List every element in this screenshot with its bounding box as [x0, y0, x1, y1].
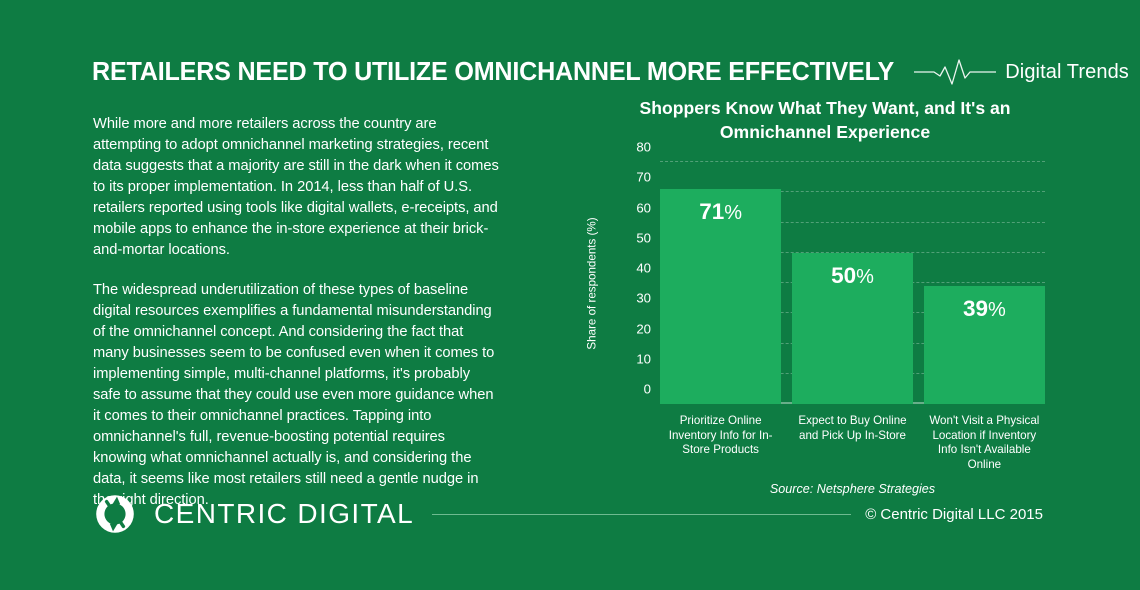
gridline	[660, 251, 1045, 253]
copyright: © Centric Digital LLC 2015	[865, 505, 1043, 523]
bar-slot: 50%	[791, 162, 914, 404]
bar: 71%	[660, 189, 782, 404]
y-axis-tick-label: 30	[636, 290, 651, 306]
bar-value-label: 50%	[831, 262, 874, 288]
y-axis-tick-label: 20	[636, 321, 651, 336]
paragraph: The widespread underutilization of these…	[93, 282, 495, 508]
page-title: Retailers Need to Utilize Omnichannel Mo…	[92, 57, 895, 86]
header: Retailers Need to Utilize Omnichannel Mo…	[92, 52, 1129, 92]
centric-digital-circular-logo-icon	[93, 492, 137, 536]
bars-group: 71% 50% 39%	[660, 162, 1045, 404]
bar-value-suffix: %	[987, 299, 1006, 322]
y-axis-tick-label: 50	[636, 230, 651, 246]
gridline	[660, 161, 1045, 162]
bar-chart: Shoppers Know What They Want, and It's a…	[560, 96, 1060, 496]
bar-value-suffix: %	[724, 202, 743, 225]
y-axis-label-text: Share of respondents (%)	[585, 216, 599, 350]
logo-wordmark: CENTRIC DIGITAL	[154, 498, 415, 529]
bar-value-label: 71%	[699, 199, 743, 225]
gridline	[660, 191, 1045, 193]
y-axis-tick-label: 70	[636, 169, 651, 185]
gridline	[660, 221, 1045, 223]
chart-source: Source: Netsphere Strategies	[769, 482, 936, 496]
x-axis-category-label: Expect to Buy Online and Pick Up In-Stor…	[798, 414, 907, 442]
article-body: While more and more retailers across the…	[93, 114, 501, 511]
y-axis-tick-label: 40	[636, 260, 651, 276]
y-axis-tick-label: 0	[643, 381, 651, 397]
y-axis-tick-label: 80	[636, 139, 651, 155]
x-axis-category-label: Prioritize Online Inventory Info for In-…	[668, 414, 773, 457]
y-axis-tick-label: 10	[636, 351, 651, 367]
y-axis-label: Share of respondents (%)	[584, 162, 600, 404]
x-axis-categories: Prioritize Online Inventory Info for In-…	[660, 414, 1045, 472]
bar-slot: 39%	[923, 162, 1045, 404]
footer: CENTRIC DIGITAL © Centric Digital LLC 20…	[93, 486, 1043, 542]
footer-divider	[432, 513, 852, 515]
bar-value-label: 39%	[962, 296, 1006, 322]
paragraph: While more and more retailers across the…	[93, 116, 499, 258]
bar-slot: 71%	[660, 162, 782, 404]
bar: 50%	[791, 252, 914, 404]
bar-value-suffix: %	[856, 265, 874, 288]
chart-title: Shoppers Know What They Want, and It's a…	[639, 98, 1011, 142]
x-axis-category-label: Won't Visit a Physical Location if Inven…	[929, 414, 1040, 471]
bar: 39%	[923, 286, 1045, 404]
plot-area: 80 70 60 50 40 30 20 10 0 71% 50% 39%	[636, 140, 1045, 404]
pulse-waveform-icon	[913, 58, 997, 86]
brand-name: Digital Trends	[1005, 60, 1129, 83]
y-axis-tick-label: 60	[636, 200, 651, 215]
